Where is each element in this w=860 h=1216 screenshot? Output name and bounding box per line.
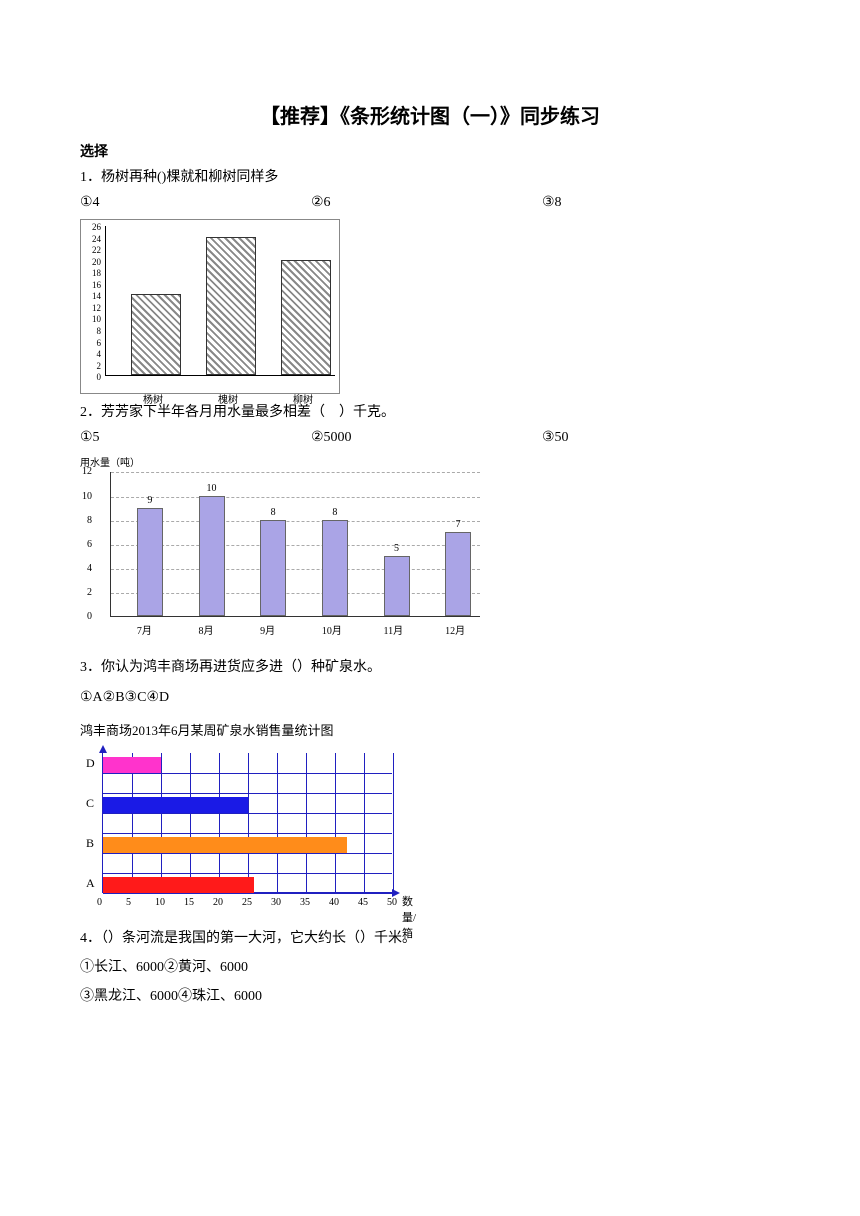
section-header: 选择 (80, 141, 780, 161)
question-2-options: ①5 ②5000 ③50 (80, 429, 780, 446)
q2-option-2: ②5000 (311, 429, 542, 446)
question-1-text: 1．杨树再种()棵就和柳树同样多 (80, 165, 780, 190)
question-4-text: 4．（）条河流是我国的第一大河，它大约长（）千米。 (80, 926, 780, 951)
q1-option-3: ③8 (542, 194, 773, 211)
question-3-text: 3．你认为鸿丰商场再进货应多进（）种矿泉水。 (80, 655, 780, 680)
q2-option-1: ①5 (80, 429, 311, 446)
q3-chart: DCBA05101520253035404550数量/箱 (80, 745, 780, 920)
question-2-text: 2．芳芳家下半年各月用水量最多相差（ ）千克。 (80, 400, 780, 425)
question-4-options-line1: ①长江、6000②黄河、6000 (80, 955, 780, 980)
q1-chart: 02468101214161820222426杨树槐树柳树 (80, 219, 780, 394)
question-3-options: ①A②B③C④D (80, 685, 780, 710)
q1-option-2: ②6 (311, 194, 542, 211)
q2-chart: 用水量（吨）02468101291088577月8月9月10月11月12月 (80, 454, 780, 649)
question-4-options-line2: ③黑龙江、6000④珠江、6000 (80, 984, 780, 1009)
question-1-options: ①4 ②6 ③8 (80, 194, 780, 211)
q1-option-1: ①4 (80, 194, 311, 211)
q3-chart-title: 鸿丰商场2013年6月某周矿泉水销售量统计图 (80, 720, 780, 739)
page-title: 【推荐】《条形统计图（一）》同步练习 (80, 100, 780, 129)
q2-option-3: ③50 (542, 429, 773, 446)
